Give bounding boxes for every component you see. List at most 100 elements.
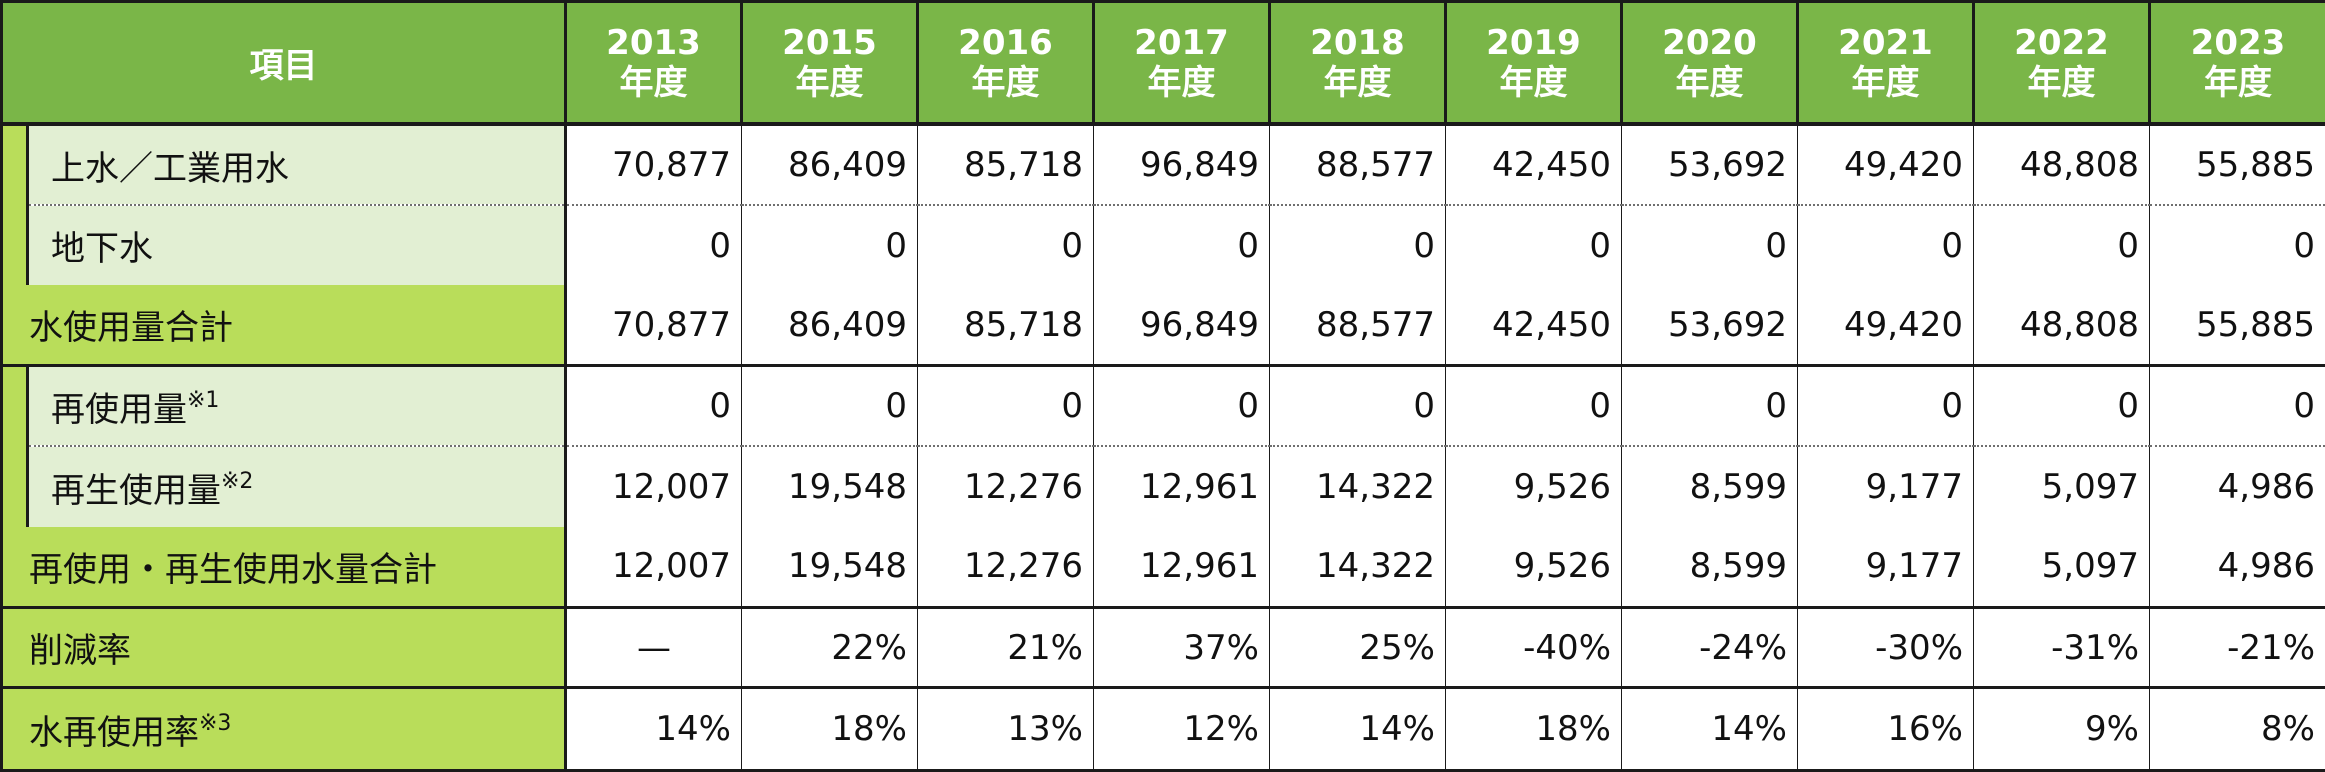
- footnote-mark: ※2: [221, 468, 254, 494]
- value-cell: 5,097: [1973, 446, 2150, 527]
- header-year-suffix: 年度: [2204, 62, 2272, 103]
- row-recycled: 再生使用量※2 12,007 19,548 12,276 12,961 14,322 9,5…: [2, 446, 2325, 527]
- value-cell: 25%: [1269, 605, 1446, 688]
- header-row: 項目 2013 年度 2015 年度 2016 年度 2017 年度 2018 年度 2019 年度 20…: [0, 0, 2325, 127]
- value-cell: 12,276: [917, 526, 1094, 608]
- value-cell: 70,877: [565, 285, 742, 366]
- value-cell: 49,420: [1797, 124, 1974, 206]
- header-item-cell: 項目: [0, 0, 567, 127]
- value-cell: 21%: [917, 605, 1094, 688]
- row-reuse: 再使用量※1 0 0 0 0 0 0 0 0 0 0: [0, 364, 2325, 527]
- value-cell: 14,322: [1269, 446, 1446, 527]
- value-cell: 8%: [2149, 686, 2325, 772]
- row-label-text: 上水／工業用水: [51, 148, 289, 189]
- value-cell: 9%: [1973, 686, 2150, 772]
- value-cell: —: [565, 605, 742, 688]
- value-cell: 18%: [1445, 686, 1622, 772]
- value-cell: 12%: [1093, 686, 1270, 772]
- value-cell: -24%: [1621, 605, 1798, 688]
- group-strip: [0, 364, 28, 527]
- value-cell: 96,849: [1093, 124, 1270, 206]
- header-year-suffix: 年度: [2027, 62, 2096, 103]
- group-strip: [0, 124, 28, 286]
- value-cell: 14%: [1269, 686, 1446, 772]
- header-year-suffix: 年度: [795, 62, 864, 103]
- row-label: 水再使用率※3: [0, 686, 567, 772]
- header-year-cell: 2022 年度: [1972, 0, 2151, 127]
- value-cell: 0: [2149, 204, 2325, 286]
- value-cell: -30%: [1797, 605, 1974, 688]
- value-cell: 19,548: [741, 526, 918, 608]
- header-year: 2016: [958, 22, 1053, 63]
- header-year: 2018: [1310, 22, 1405, 63]
- row-label: 水使用量合計: [0, 285, 567, 366]
- value-cell: 37%: [1093, 605, 1270, 688]
- value-cell: 9,526: [1445, 526, 1622, 608]
- row-label-text: 水使用量合計: [29, 308, 233, 349]
- value-cell: 12,276: [917, 446, 1094, 527]
- value-cell: 0: [1093, 364, 1270, 448]
- header-year: 2015: [782, 22, 877, 63]
- row-label-text: 水再使用率: [29, 712, 199, 753]
- value-cell: 12,961: [1093, 446, 1270, 527]
- value-cell: 53,692: [1621, 124, 1798, 206]
- row-reuse-rate: 水再使用率※3 14% 18% 13% 12% 14% 18% 14% 16% 9% 8%: [0, 686, 2325, 772]
- row-label: 上水／工業用水: [26, 124, 567, 206]
- value-cell: 0: [565, 204, 742, 286]
- value-cell: 0: [917, 364, 1094, 448]
- row-label: 再生使用量※2: [26, 446, 567, 527]
- header-year-suffix: 年度: [971, 62, 1040, 103]
- value-cell: -31%: [1973, 605, 2150, 688]
- value-cell: 16%: [1797, 686, 1974, 772]
- header-year-suffix: 年度: [1675, 62, 1744, 103]
- value-cell: 0: [1797, 204, 1974, 286]
- header-year-suffix: 年度: [619, 62, 688, 103]
- header-year-cell: 2015 年度: [740, 0, 919, 127]
- header-year-suffix: 年度: [1147, 62, 1216, 103]
- value-cell: 0: [1797, 364, 1974, 448]
- header-year-cell: 2018 年度: [1268, 0, 1447, 127]
- value-cell: 53,692: [1621, 285, 1798, 366]
- row-label-text: 地下水: [51, 229, 153, 270]
- header-year: 2022: [2014, 22, 2109, 63]
- footnote-mark: ※1: [187, 387, 220, 413]
- value-cell: 19,548: [741, 446, 918, 527]
- value-cell: 0: [1973, 364, 2150, 448]
- value-cell: 70,877: [565, 124, 742, 206]
- value-cell: 9,526: [1445, 446, 1622, 527]
- value-cell: 22%: [741, 605, 918, 688]
- value-cell: 48,808: [1973, 285, 2150, 366]
- value-cell: 86,409: [741, 124, 918, 206]
- value-cell: 48,808: [1973, 124, 2150, 206]
- value-cell: 8,599: [1621, 526, 1798, 608]
- value-cell: 0: [565, 364, 742, 448]
- value-cell: 42,450: [1445, 124, 1622, 206]
- row-label: 再使用・再生使用水量合計: [0, 526, 567, 608]
- value-cell: 0: [1269, 204, 1446, 286]
- row-reuse-total: 再使用・再生使用水量合計 12,007 19,548 12,276 12,961 14,3…: [0, 526, 2325, 608]
- header-year: 2023: [2190, 22, 2286, 63]
- value-cell: 13%: [917, 686, 1094, 772]
- value-cell: 85,718: [917, 285, 1094, 366]
- value-cell: 96,849: [1093, 285, 1270, 366]
- header-year: 2021: [1838, 22, 1933, 63]
- header-year-cell: 2020 年度: [1620, 0, 1799, 127]
- value-cell: 55,885: [2149, 124, 2325, 206]
- value-cell: 49,420: [1797, 285, 1974, 366]
- value-cell: 8,599: [1621, 446, 1798, 527]
- header-year-cell: 2021 年度: [1796, 0, 1975, 127]
- value-cell: 4,986: [2149, 526, 2325, 608]
- header-year: 2017: [1134, 22, 1229, 63]
- header-year-cell: 2019 年度: [1444, 0, 1623, 127]
- header-year: 2019: [1486, 22, 1581, 63]
- row-label: 再使用量※1: [26, 364, 567, 448]
- value-cell: 88,577: [1269, 285, 1446, 366]
- value-cell: -21%: [2149, 605, 2325, 688]
- value-cell: 85,718: [917, 124, 1094, 206]
- row-label-text: 再使用・再生使用水量合計: [29, 549, 437, 590]
- value-cell: 4,986: [2149, 446, 2325, 527]
- header-year-suffix: 年度: [1851, 62, 1920, 103]
- header-year-cell: 2013 年度: [564, 0, 743, 127]
- value-cell: 0: [1973, 204, 2150, 286]
- value-cell: 55,885: [2149, 285, 2325, 366]
